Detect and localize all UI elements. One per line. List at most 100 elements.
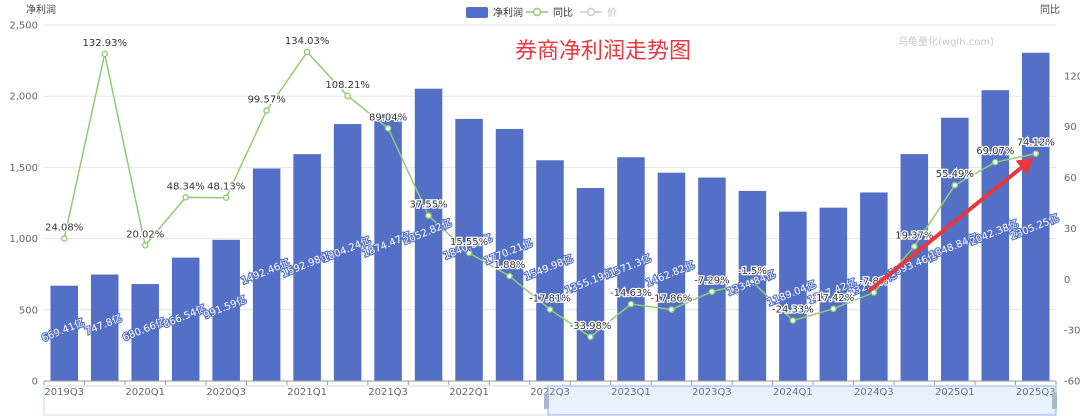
bar [50,285,79,381]
yoy-point [627,300,635,308]
x-tick-label: 2020Q3 [206,387,246,398]
legend-label: 净利润 [493,6,523,19]
bar [374,114,402,381]
y-left-tick-label: 500 [19,305,38,316]
zoom-slider-window [547,385,1057,416]
yoy-point [951,181,959,189]
x-tick-label: 2021Q1 [287,387,327,398]
x-tick-label: 2024Q1 [773,387,813,398]
yoy-value-label: 1.88% [494,260,526,271]
y-left-axis-title: 净利润 [26,3,56,16]
bar [819,207,848,381]
y-left-tick-label: 2,500 [9,21,38,32]
y-right-tick-label: 90 [1064,122,1077,133]
yoy-value-label: -17.86% [651,294,693,305]
bar [617,157,645,381]
chart-title: 券商净利润走势图 [515,39,691,64]
yoy-point [911,243,918,250]
bar [779,211,807,381]
bar [252,168,281,381]
yoy-point [141,242,149,249]
yoy-value-label: 89.04% [369,112,407,123]
bar [1021,52,1050,382]
bar [657,172,686,381]
legend-label: 同比 [553,7,573,19]
yoy-value-label: 24.08% [45,222,83,233]
yoy-point [384,125,392,132]
y-left-tick-label: 1,000 [9,234,38,245]
yoy-value-label: -17.81% [529,293,571,304]
yoy-value-label: 48.34% [167,181,205,192]
yoy-point [1032,150,1040,157]
y-right-tick-label: 120 [1064,71,1080,82]
bar [293,154,321,381]
y-right-axis-title: 同比 [1040,4,1060,16]
yoy-value-label: 99.57% [248,94,286,105]
yoy-point [263,107,270,114]
legend-swatch-marker [532,7,542,17]
watermark: 乌龟量化(wglh.com) [898,35,994,48]
x-tick-label: 2025Q1 [935,387,975,398]
yoy-value-label: 132.93% [82,38,127,49]
yoy-value-label: 20.02% [126,229,164,240]
yoy-value-label: -7.29% [694,276,729,287]
yoy-point [465,249,473,257]
yoy-point [749,278,756,286]
bar [900,154,929,381]
zoom-slider-handle-left [544,393,549,409]
yoy-value-label: 108.21% [325,80,370,91]
y-right-tick-label: -30 [1064,326,1080,337]
yoy-value-label: 134.03% [285,36,330,47]
x-tick-label: 2023Q1 [611,387,651,398]
y-right-tick-label: 60 [1064,173,1077,184]
x-tick-label: 2019Q3 [44,387,84,398]
bar [414,88,443,381]
x-tick-label: 2020Q1 [125,387,165,398]
x-tick-label: 2023Q3 [692,387,732,398]
yoy-value-label: 69.07% [976,146,1014,157]
bar [981,90,1010,381]
legend-label: 价 [607,7,617,19]
y-right-tick-label: 30 [1064,224,1077,235]
yoy-value-label: 19.37% [895,230,933,241]
bar [495,128,524,381]
bar [698,177,726,381]
bar [333,124,362,381]
yoy-value-label: -24.33% [772,305,814,316]
yoy-point [789,317,797,324]
yoy-value-label: -1.5% [738,266,767,277]
x-tick-label: 2022Q1 [449,387,489,398]
yoy-point [668,306,675,313]
zoom-slider-handle-right [1052,393,1057,409]
yoy-value-label: 37.55% [409,200,447,211]
yoy-value-label: -14.63% [610,288,652,299]
legend-swatch-marker [586,7,596,17]
y-left-tick-label: 1,500 [9,163,38,174]
yoy-value-label: 55.49% [936,169,974,180]
yoy-point [546,306,554,313]
yoy-point [344,92,351,100]
yoy-point [506,272,513,280]
y-right-tick-label: -60 [1064,377,1080,388]
annotation-arrow-shaft [868,165,1024,292]
yoy-point [60,235,68,242]
yoy-value-label: -17.42% [812,293,854,304]
bar [171,257,200,381]
x-tick-label: 2022Q3 [530,387,570,398]
bar [576,188,605,381]
yoy-point [303,48,311,56]
yoy-point [830,305,837,313]
yoy-point [222,194,230,201]
bar [212,239,240,381]
y-left-tick-label: 0 [32,377,38,388]
yoy-point [708,288,716,295]
annotation-arrow-head [1015,157,1034,175]
yoy-value-label: -33.98% [570,321,612,332]
y-right-tick-label: 0 [1064,275,1070,286]
yoy-point [425,212,432,219]
legend-swatch-bar [466,7,488,18]
yoy-point [182,194,189,201]
bar [90,274,119,381]
yoy-value-label: 48.13% [207,182,245,193]
